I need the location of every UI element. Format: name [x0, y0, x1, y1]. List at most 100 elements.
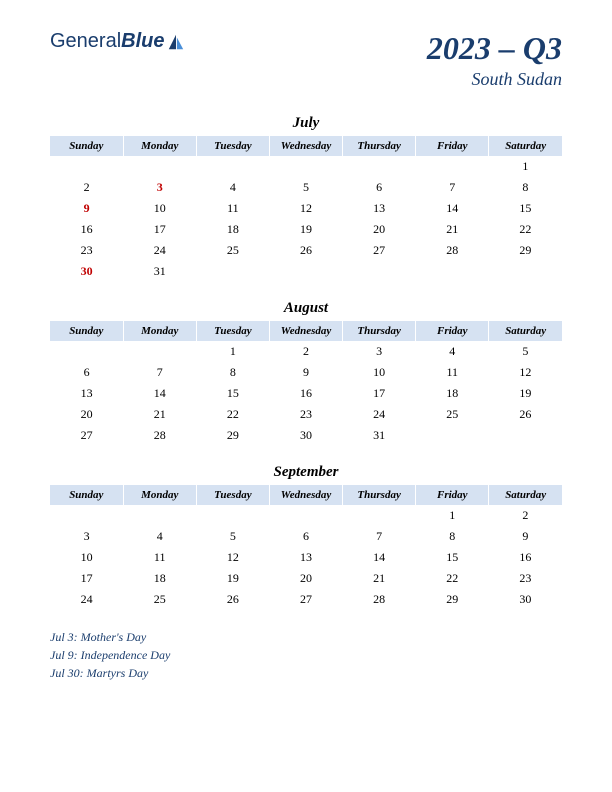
calendar-cell: 18: [416, 383, 489, 404]
calendar-cell: [269, 261, 342, 282]
calendar-cell: 5: [269, 177, 342, 198]
calendar-cell: 22: [489, 219, 562, 240]
calendar-cell: 28: [123, 425, 196, 446]
calendar-cell: 29: [196, 425, 269, 446]
months-container: JulySundayMondayTuesdayWednesdayThursday…: [50, 115, 562, 610]
month-name: August: [50, 300, 562, 317]
calendar-cell: [196, 505, 269, 526]
page-subtitle: South Sudan: [427, 69, 562, 90]
calendar-cell: 11: [416, 362, 489, 383]
calendar-cell: 26: [269, 240, 342, 261]
calendar-cell: 30: [269, 425, 342, 446]
calendar-cell: 8: [196, 362, 269, 383]
calendar-cell: [343, 156, 416, 177]
calendar-cell: [269, 505, 342, 526]
day-header: Thursday: [343, 136, 416, 156]
calendar-cell: 15: [416, 547, 489, 568]
calendar-cell: [50, 156, 123, 177]
day-header: Thursday: [343, 485, 416, 505]
calendar-cell: 20: [269, 568, 342, 589]
calendar-cell: 6: [269, 526, 342, 547]
day-header: Friday: [416, 321, 489, 341]
calendar-cell: 16: [269, 383, 342, 404]
calendar-cell: 13: [269, 547, 342, 568]
calendar-cell: 20: [343, 219, 416, 240]
calendar-cell: 9: [489, 526, 562, 547]
calendar-cell: 12: [196, 547, 269, 568]
calendar-cell: 31: [343, 425, 416, 446]
calendar-cell: 30: [489, 589, 562, 610]
calendar-cell: 15: [196, 383, 269, 404]
calendar-cell: 5: [196, 526, 269, 547]
holiday-item: Jul 3: Mother's Day: [50, 628, 562, 646]
calendar-cell: 19: [196, 568, 269, 589]
day-header: Thursday: [343, 321, 416, 341]
calendar-cell: 3: [343, 341, 416, 362]
calendar-cell: 23: [489, 568, 562, 589]
calendar-cell: 25: [123, 589, 196, 610]
day-header: Tuesday: [196, 485, 269, 505]
calendar-cell: 6: [50, 362, 123, 383]
calendar-cell: 8: [489, 177, 562, 198]
calendar-row: 2728293031: [50, 425, 562, 446]
calendar-table: SundayMondayTuesdayWednesdayThursdayFrid…: [50, 485, 562, 610]
calendar-cell: 24: [343, 404, 416, 425]
day-header: Sunday: [50, 485, 123, 505]
calendar-cell: 26: [489, 404, 562, 425]
calendar-cell: 28: [343, 589, 416, 610]
day-header: Sunday: [50, 321, 123, 341]
day-header: Wednesday: [269, 321, 342, 341]
calendar-cell: 21: [123, 404, 196, 425]
day-header: Saturday: [489, 136, 562, 156]
calendar-cell: 10: [50, 547, 123, 568]
calendar-cell: [416, 261, 489, 282]
calendar-cell: 7: [123, 362, 196, 383]
calendar-cell: 1: [416, 505, 489, 526]
calendar-cell: 3: [50, 526, 123, 547]
logo-sail-icon: [167, 33, 185, 51]
day-header: Friday: [416, 485, 489, 505]
calendar-cell: 4: [123, 526, 196, 547]
logo-text-general: General: [50, 30, 121, 53]
calendar-cell: 11: [196, 198, 269, 219]
calendar-cell: 28: [416, 240, 489, 261]
calendar-cell: [343, 261, 416, 282]
month-block: SeptemberSundayMondayTuesdayWednesdayThu…: [50, 464, 562, 610]
calendar-row: 24252627282930: [50, 589, 562, 610]
calendar-cell: [343, 505, 416, 526]
calendar-cell: [123, 505, 196, 526]
calendar-cell: 13: [50, 383, 123, 404]
calendar-cell: [50, 505, 123, 526]
calendar-cell: 14: [416, 198, 489, 219]
calendar-cell: 2: [489, 505, 562, 526]
calendar-cell: [123, 156, 196, 177]
calendar-cell: 27: [50, 425, 123, 446]
calendar-cell: 15: [489, 198, 562, 219]
logo: GeneralBlue: [50, 30, 185, 53]
day-header: Wednesday: [269, 136, 342, 156]
calendar-cell: 27: [269, 589, 342, 610]
calendar-cell: 9: [50, 198, 123, 219]
calendar-cell: 21: [416, 219, 489, 240]
calendar-row: 6789101112: [50, 362, 562, 383]
calendar-row: 3456789: [50, 526, 562, 547]
calendar-cell: [489, 425, 562, 446]
day-header: Wednesday: [269, 485, 342, 505]
calendar-cell: 9: [269, 362, 342, 383]
calendar-cell: 12: [269, 198, 342, 219]
calendar-cell: [269, 156, 342, 177]
calendar-cell: 18: [196, 219, 269, 240]
calendar-row: 9101112131415: [50, 198, 562, 219]
calendar-row: 23242526272829: [50, 240, 562, 261]
calendar-cell: [196, 156, 269, 177]
calendar-row: 12: [50, 505, 562, 526]
calendar-cell: 24: [50, 589, 123, 610]
logo-text-blue: Blue: [121, 30, 164, 53]
calendar-cell: 1: [196, 341, 269, 362]
calendar-cell: 17: [343, 383, 416, 404]
calendar-cell: 27: [343, 240, 416, 261]
holidays-list: Jul 3: Mother's DayJul 9: Independence D…: [50, 628, 562, 682]
calendar-row: 2345678: [50, 177, 562, 198]
header: GeneralBlue 2023 – Q3 South Sudan: [50, 30, 562, 90]
calendar-cell: 22: [416, 568, 489, 589]
